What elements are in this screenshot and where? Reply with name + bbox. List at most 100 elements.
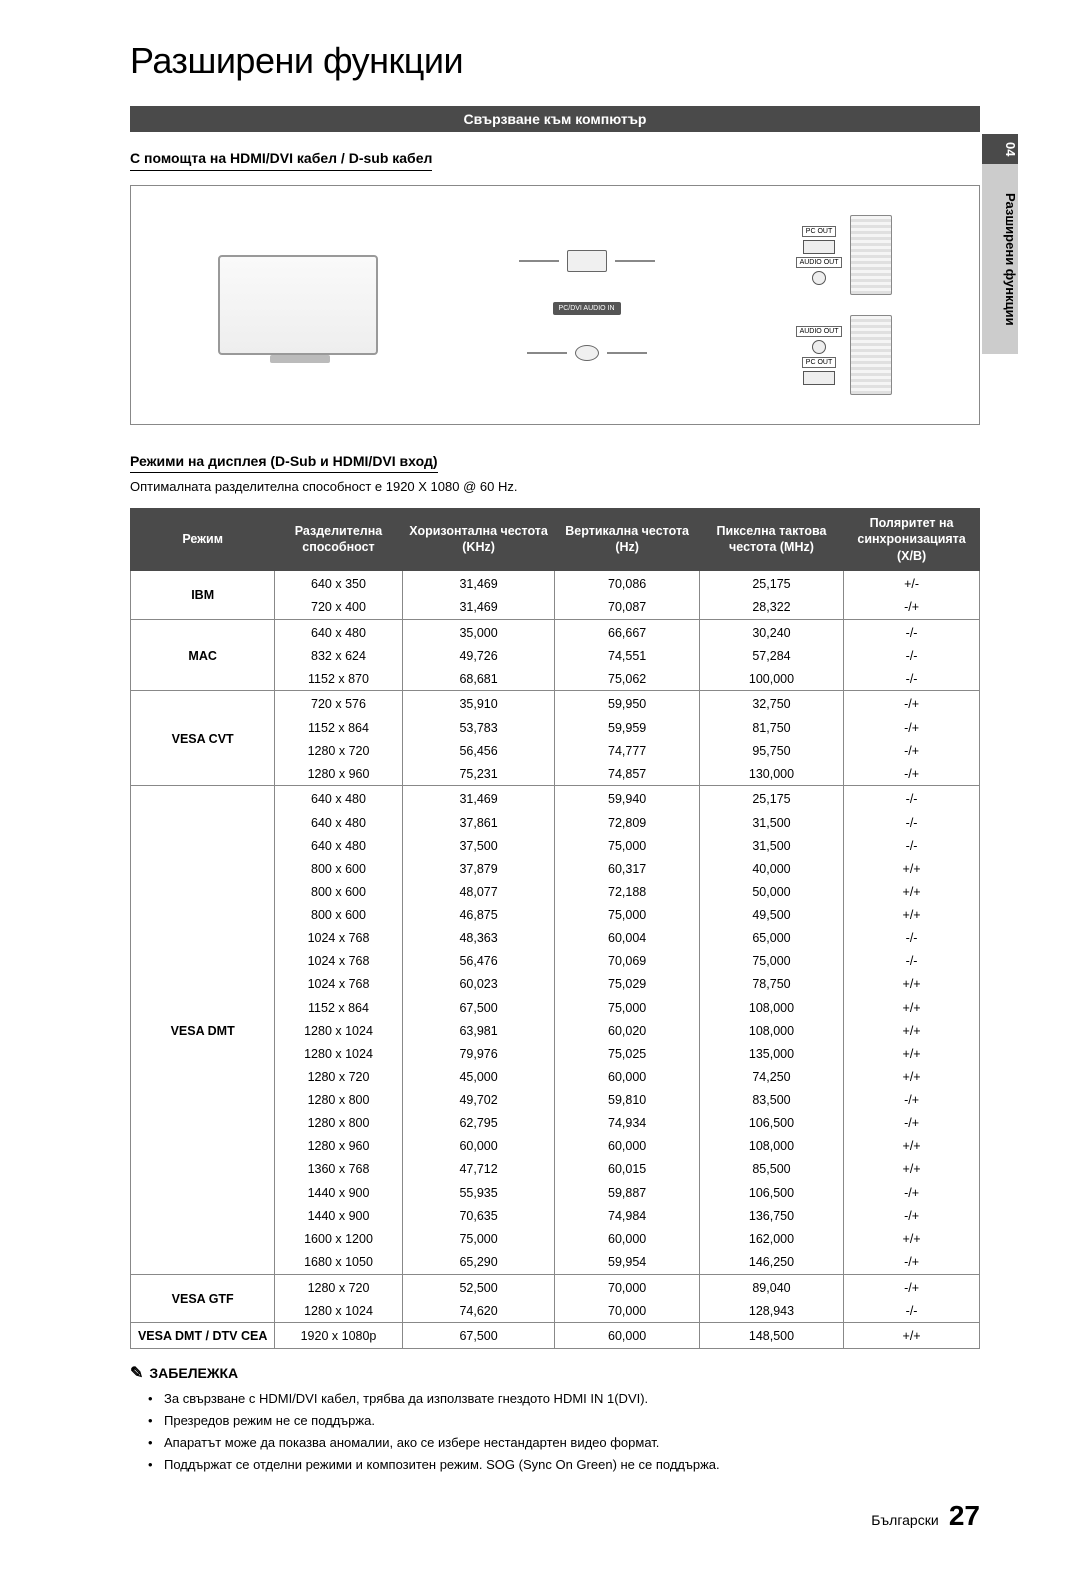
table-cell: 65,290 bbox=[402, 1250, 555, 1274]
table-cell: 800 x 600 bbox=[275, 880, 402, 903]
table-cell: +/+ bbox=[844, 1227, 980, 1250]
table-mode-cell: MAC bbox=[131, 619, 275, 691]
table-cell: 800 x 600 bbox=[275, 904, 402, 927]
table-cell: 1280 x 720 bbox=[275, 1065, 402, 1088]
table-cell: 60,317 bbox=[555, 857, 699, 880]
note-item: Презредов режим не се поддържа. bbox=[164, 1413, 980, 1428]
table-cell: 35,910 bbox=[402, 691, 555, 716]
table-cell: 640 x 480 bbox=[275, 811, 402, 834]
table-cell: -/+ bbox=[844, 691, 980, 716]
sub-heading-modes: Режими на дисплея (D-Sub и HDMI/DVI вход… bbox=[130, 453, 438, 473]
table-cell: 60,020 bbox=[555, 1019, 699, 1042]
table-cell: +/+ bbox=[844, 973, 980, 996]
table-cell: 70,086 bbox=[555, 570, 699, 595]
table-cell: 56,476 bbox=[402, 950, 555, 973]
table-cell: 75,000 bbox=[555, 996, 699, 1019]
table-cell: 60,000 bbox=[555, 1065, 699, 1088]
table-cell: 74,934 bbox=[555, 1112, 699, 1135]
table-cell: 32,750 bbox=[699, 691, 843, 716]
table-cell: 74,620 bbox=[402, 1299, 555, 1323]
table-cell: 60,000 bbox=[555, 1135, 699, 1158]
table-cell: +/+ bbox=[844, 1158, 980, 1181]
table-cell: 70,000 bbox=[555, 1274, 699, 1299]
table-cell: 63,981 bbox=[402, 1019, 555, 1042]
audio-out-connector-icon-2 bbox=[812, 340, 826, 354]
table-cell: 1024 x 768 bbox=[275, 950, 402, 973]
tv-icon bbox=[218, 255, 378, 355]
table-cell: -/+ bbox=[844, 739, 980, 762]
table-mode-cell: VESA DMT bbox=[131, 786, 275, 1274]
table-cell: -/- bbox=[844, 834, 980, 857]
note-item: За свързване с HDMI/DVI кабел, трябва да… bbox=[164, 1391, 980, 1406]
table-cell: +/+ bbox=[844, 904, 980, 927]
table-cell: 1280 x 800 bbox=[275, 1089, 402, 1112]
table-mode-cell: VESA GTF bbox=[131, 1274, 275, 1323]
notes-heading-text: ЗАБЕЛЕЖКА bbox=[149, 1365, 238, 1381]
table-mode-cell: IBM bbox=[131, 570, 275, 619]
table-cell: 68,681 bbox=[402, 667, 555, 691]
table-cell: 75,000 bbox=[555, 834, 699, 857]
table-cell: 60,023 bbox=[402, 973, 555, 996]
page-title: Разширени функции bbox=[130, 40, 980, 82]
pc-out-label-2: PC OUT bbox=[802, 357, 836, 368]
table-cell: -/+ bbox=[844, 1274, 980, 1299]
table-cell: 83,500 bbox=[699, 1089, 843, 1112]
table-cell: 1152 x 864 bbox=[275, 716, 402, 739]
table-cell: 37,500 bbox=[402, 834, 555, 857]
table-cell: 49,500 bbox=[699, 904, 843, 927]
table-cell: 1280 x 960 bbox=[275, 1135, 402, 1158]
table-cell: +/+ bbox=[844, 1135, 980, 1158]
table-cell: -/+ bbox=[844, 716, 980, 739]
table-cell: 28,322 bbox=[699, 595, 843, 619]
table-cell: 59,810 bbox=[555, 1089, 699, 1112]
dvi-port-icon bbox=[567, 250, 607, 272]
table-cell: 55,935 bbox=[402, 1181, 555, 1204]
table-cell: 1680 x 1050 bbox=[275, 1250, 402, 1274]
table-cell: 74,250 bbox=[699, 1065, 843, 1088]
table-cell: 53,783 bbox=[402, 716, 555, 739]
pc-tower-icon-2 bbox=[850, 315, 892, 395]
table-header: Режим bbox=[131, 509, 275, 571]
table-header: Поляритет на синхронизацията (X/B) bbox=[844, 509, 980, 571]
table-cell: 79,976 bbox=[402, 1042, 555, 1065]
table-cell: 106,500 bbox=[699, 1112, 843, 1135]
table-cell: -/+ bbox=[844, 1112, 980, 1135]
table-cell: 75,000 bbox=[555, 904, 699, 927]
table-cell: 1024 x 768 bbox=[275, 973, 402, 996]
table-cell: 100,000 bbox=[699, 667, 843, 691]
table-cell: 75,000 bbox=[699, 950, 843, 973]
table-cell: 72,188 bbox=[555, 880, 699, 903]
table-cell: 1600 x 1200 bbox=[275, 1227, 402, 1250]
table-cell: 162,000 bbox=[699, 1227, 843, 1250]
table-cell: 65,000 bbox=[699, 927, 843, 950]
table-cell: 60,004 bbox=[555, 927, 699, 950]
table-cell: 31,469 bbox=[402, 570, 555, 595]
table-cell: 800 x 600 bbox=[275, 857, 402, 880]
table-cell: +/- bbox=[844, 570, 980, 595]
table-cell: -/- bbox=[844, 1299, 980, 1323]
table-cell: 108,000 bbox=[699, 1135, 843, 1158]
audio-out-label: AUDIO OUT bbox=[796, 257, 843, 268]
table-cell: 75,000 bbox=[402, 1227, 555, 1250]
table-cell: 1280 x 960 bbox=[275, 762, 402, 786]
table-cell: 70,635 bbox=[402, 1204, 555, 1227]
pc-out-connector-icon bbox=[803, 240, 835, 254]
table-cell: 108,000 bbox=[699, 1019, 843, 1042]
table-cell: +/+ bbox=[844, 857, 980, 880]
table-cell: 75,062 bbox=[555, 667, 699, 691]
table-cell: 1152 x 864 bbox=[275, 996, 402, 1019]
table-cell: 37,879 bbox=[402, 857, 555, 880]
table-cell: 59,959 bbox=[555, 716, 699, 739]
note-item: Апаратът може да показва аномалии, ако с… bbox=[164, 1435, 980, 1450]
table-cell: 59,940 bbox=[555, 786, 699, 811]
table-cell: 75,231 bbox=[402, 762, 555, 786]
table-cell: 832 x 624 bbox=[275, 644, 402, 667]
footer-language: Български bbox=[871, 1512, 938, 1528]
table-cell: 1280 x 800 bbox=[275, 1112, 402, 1135]
table-cell: 74,984 bbox=[555, 1204, 699, 1227]
display-modes-table: РежимРазделителна способностХоризонтална… bbox=[130, 508, 980, 1349]
footer-page-number: 27 bbox=[949, 1500, 980, 1531]
table-cell: 1280 x 1024 bbox=[275, 1019, 402, 1042]
table-cell: +/+ bbox=[844, 1065, 980, 1088]
table-cell: 47,712 bbox=[402, 1158, 555, 1181]
